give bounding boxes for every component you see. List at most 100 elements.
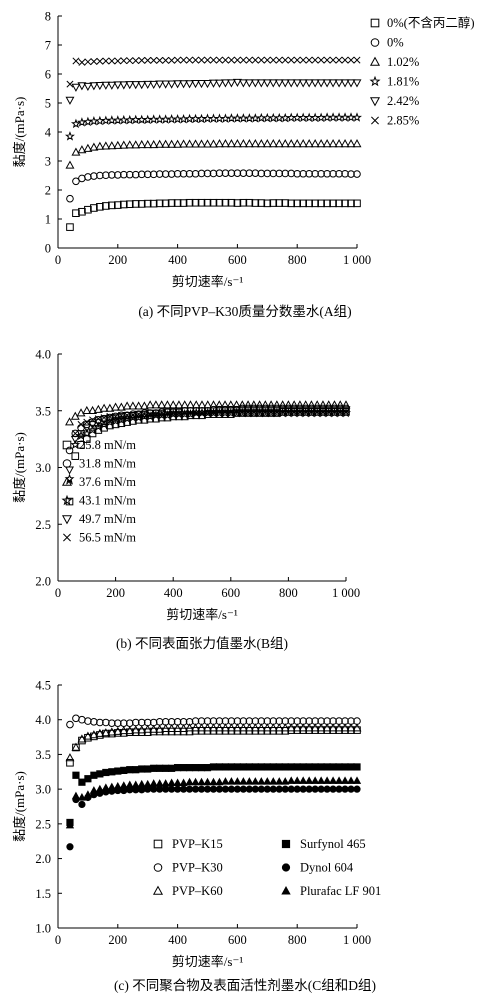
data-point	[197, 764, 206, 772]
series-4	[64, 407, 351, 484]
data-point	[226, 723, 236, 732]
data-point	[299, 169, 307, 178]
data-point	[325, 408, 333, 416]
data-point	[70, 435, 80, 444]
data-point	[155, 199, 164, 208]
data-point	[284, 408, 292, 416]
data-point	[161, 199, 170, 208]
data-point	[95, 141, 105, 150]
data-point	[131, 81, 141, 90]
data-point	[139, 401, 149, 410]
data-point	[245, 785, 253, 793]
y-tick-label: 6	[45, 68, 51, 82]
data-point	[251, 199, 260, 207]
x-axis-label: 剪切速率/s⁻¹	[172, 954, 244, 969]
data-point	[72, 771, 80, 779]
data-point	[197, 198, 206, 207]
data-point	[134, 401, 144, 410]
x-tick-label: 800	[288, 933, 307, 947]
data-point	[149, 80, 159, 89]
data-point	[304, 139, 314, 148]
data-point	[341, 407, 351, 418]
data-point	[335, 56, 343, 64]
data-point	[298, 112, 309, 123]
data-point	[111, 402, 121, 411]
data-point	[71, 452, 80, 460]
data-point	[220, 113, 231, 123]
data-point	[353, 56, 361, 64]
data-point	[319, 408, 327, 416]
data-point	[208, 113, 219, 123]
data-point	[215, 785, 224, 793]
data-point	[329, 785, 337, 793]
data-point	[287, 56, 295, 64]
data-point	[138, 765, 146, 773]
data-point	[101, 141, 111, 150]
data-point	[307, 408, 315, 416]
data-point	[113, 140, 123, 149]
data-point	[173, 723, 183, 733]
data-point	[328, 112, 339, 122]
data-point	[76, 117, 87, 127]
data-point	[305, 785, 313, 793]
data-point	[316, 112, 327, 123]
data-point	[197, 785, 206, 793]
data-point	[143, 724, 153, 733]
y-tick-label: 4.0	[35, 713, 51, 727]
data-point	[108, 171, 116, 179]
data-point	[313, 408, 321, 416]
data-point	[185, 408, 196, 419]
legend-marker	[63, 533, 71, 542]
data-point	[352, 112, 362, 122]
x-tick-label: 600	[228, 933, 247, 947]
legend-label: 0%(不含丙二醇)	[387, 15, 475, 30]
data-point	[184, 113, 195, 124]
data-point	[102, 768, 110, 777]
data-point	[209, 785, 218, 793]
y-axis-label: 黏度/(mPa·s)	[12, 97, 27, 168]
data-point	[191, 169, 200, 178]
data-point	[341, 56, 349, 64]
data-point	[251, 763, 259, 771]
data-point	[72, 177, 80, 186]
y-tick-label: 4.5	[35, 679, 51, 693]
data-point	[347, 170, 355, 178]
data-point	[167, 170, 176, 178]
data-point	[203, 407, 213, 416]
data-point	[238, 723, 248, 732]
data-point	[93, 421, 104, 431]
legend-label: PVP–K15	[172, 837, 223, 851]
data-point	[76, 408, 86, 417]
data-point	[93, 404, 103, 413]
data-point	[96, 203, 104, 211]
data-point	[323, 169, 331, 178]
data-point	[239, 56, 247, 64]
data-point	[293, 776, 302, 784]
data-point	[262, 723, 272, 732]
data-point	[96, 718, 104, 727]
series-6	[66, 408, 350, 485]
data-point	[316, 723, 326, 732]
data-point	[114, 201, 122, 209]
chart-panel-a: 0 200 400 600 800 1 000 0 1 2 3 4 5 6 7 8 剪切速率/s⁻¹ 黏度/(m…	[12, 10, 475, 320]
data-point	[302, 408, 310, 416]
data-point	[151, 400, 161, 409]
data-point	[101, 728, 111, 737]
data-point	[221, 763, 230, 771]
data-point	[94, 115, 105, 126]
data-point	[145, 411, 156, 421]
data-point	[257, 199, 266, 207]
legend-marker	[153, 863, 163, 872]
data-point	[181, 409, 189, 417]
data-point	[227, 777, 236, 785]
legend-label: 2.85%	[387, 114, 419, 128]
data-point	[250, 113, 261, 123]
data-point	[244, 79, 254, 88]
data-point	[108, 201, 116, 210]
data-point	[88, 421, 98, 430]
data-point	[161, 723, 171, 733]
data-point	[244, 723, 254, 732]
data-point	[293, 56, 301, 64]
data-point	[287, 763, 295, 771]
